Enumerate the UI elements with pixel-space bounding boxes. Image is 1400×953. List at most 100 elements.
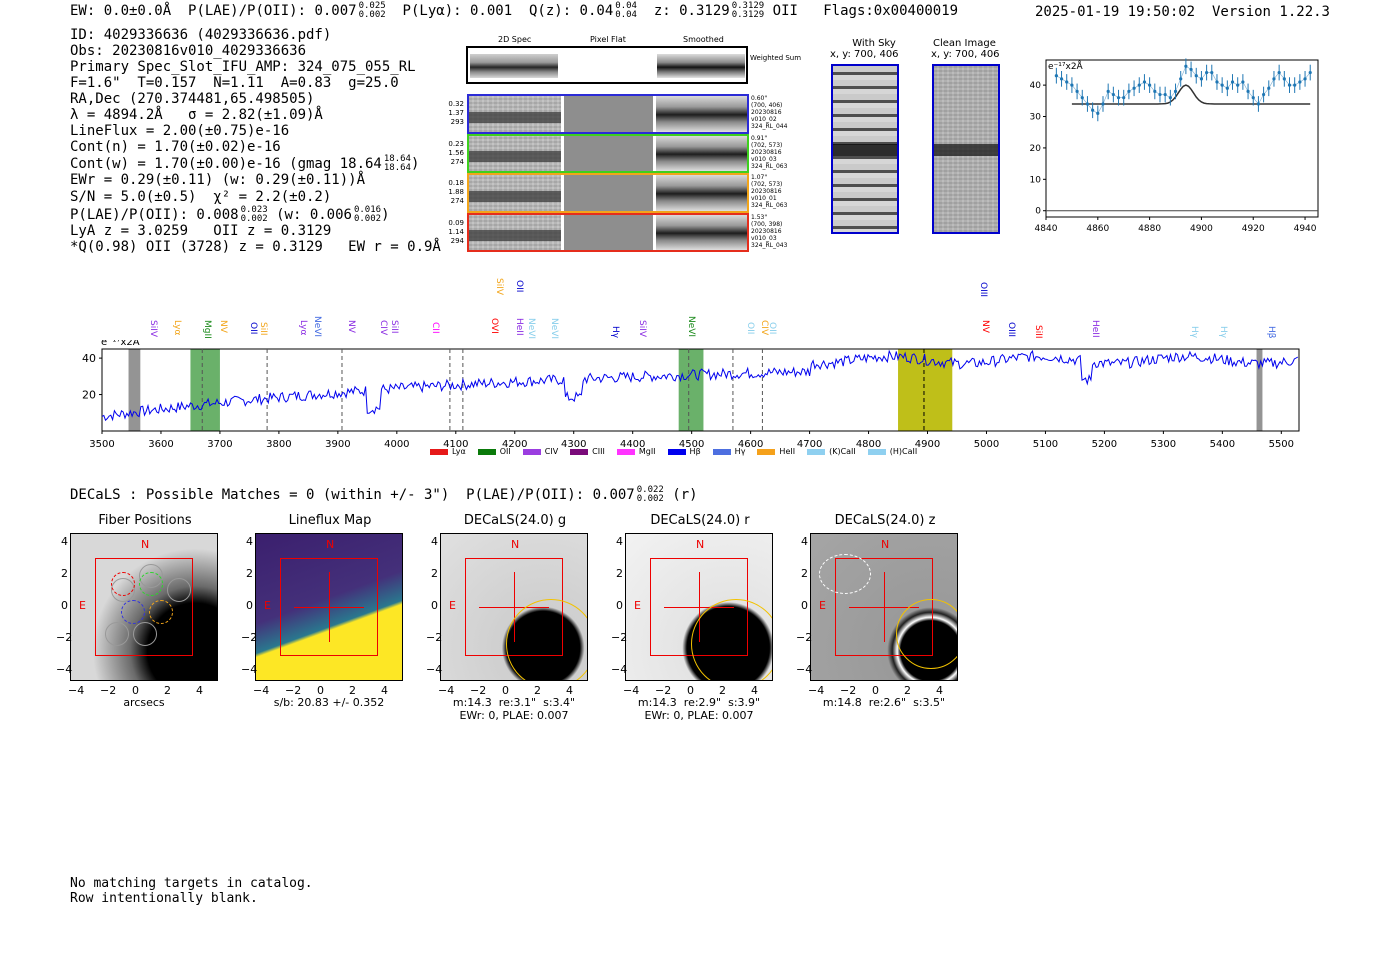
- spec2d-row-meta-line: 1.07": [751, 174, 768, 181]
- legend-item: (K)CaII: [807, 447, 856, 456]
- full-xtick-label: 5000: [974, 439, 999, 450]
- info-plae-w: (w: 0.006: [276, 207, 352, 223]
- spectral-line-label: CII: [430, 322, 440, 334]
- spec2d-row-flat: [564, 214, 653, 250]
- legend-item: Lyα: [430, 447, 466, 456]
- compass-north: N: [696, 538, 705, 551]
- header-plae-up: 0.025: [358, 1, 386, 11]
- crosshair: [329, 572, 330, 642]
- compass-north: N: [326, 538, 335, 551]
- cutout-footer: s/b: 20.83 +/- 0.352: [273, 696, 385, 709]
- cutout-ytick-label: −4: [56, 663, 73, 676]
- spectral-line-label: NeVI: [549, 318, 559, 340]
- spec2d-row-meta: 1.53" (700, 398) 20230816 v010_03 324_RL_043: [751, 214, 787, 249]
- legend-item: HeII: [757, 447, 795, 456]
- legend-swatch: [616, 448, 635, 455]
- full-xtick-label: 4000: [384, 439, 409, 450]
- weighted-sum-smoothed: [657, 54, 745, 78]
- legend-label: MgII: [638, 447, 656, 456]
- spectral-line-label: SiIV: [494, 278, 504, 296]
- spec2d-row-image: [469, 214, 561, 250]
- info-cont-n: Cont(n) = 1.70(±0.02)e-16: [70, 139, 281, 155]
- full-xtick-label: 3900: [325, 439, 350, 450]
- spectral-line-label: SiII: [258, 322, 268, 336]
- zoom-fit-line: [1071, 84, 1311, 105]
- info-plae: P(LAE)/P(OII): 0.008 0.023 0.002 (w: 0.006…: [70, 205, 390, 224]
- cutout-ytick-label: −4: [611, 663, 628, 676]
- spec2d-row-value: 1.56: [448, 148, 464, 157]
- decals-summary-band: (r): [672, 487, 698, 503]
- spec2d-row-meta-line: 324_RL_063: [751, 202, 788, 209]
- info-primary: Primary Spec_Slot_IFU_AMP: 324_075_055_R…: [70, 59, 416, 75]
- zoom-ytick-label: 40: [1030, 81, 1041, 91]
- decals-summary-up: 0.022: [636, 485, 664, 495]
- with-sky-image: [831, 64, 899, 234]
- cutout-ytick-label: 2: [246, 567, 253, 580]
- spec2d-row-meta-line: v010_03: [751, 234, 777, 242]
- zoom-ylabel: e⁻¹⁷x2Å: [1048, 60, 1084, 72]
- spectral-line-label: NV: [218, 320, 228, 333]
- legend-item: OII: [477, 447, 511, 456]
- cutout-xtick-label: 4: [381, 684, 388, 697]
- spectral-line-label: SiII: [1033, 325, 1043, 339]
- cutout-title: Lineflux Map: [288, 513, 372, 528]
- gray-region: [1256, 349, 1263, 431]
- spec2d-row-smoothed: [656, 96, 747, 132]
- spectral-line-label: OII: [767, 322, 777, 335]
- info-plae-lo: 0.002: [240, 214, 268, 224]
- spec2d-row-meta-line: 0.91": [751, 134, 768, 142]
- fiber-circle: [121, 600, 145, 624]
- zoom-xtick-label: 4860: [1086, 224, 1109, 234]
- cutout-title: DECaLS(24.0) r: [650, 513, 750, 528]
- cutout-xtick-label: 0: [132, 684, 139, 697]
- cutout-ytick-label: −2: [241, 631, 258, 644]
- spec2d-row-value: 0.23: [448, 139, 464, 148]
- legend-swatch: [477, 448, 496, 455]
- spec2d-row-frame: [467, 133, 749, 173]
- full-xtick-label: 3600: [148, 439, 173, 450]
- spec2d-row-smoothed: [656, 214, 747, 250]
- zoom-ytick-label: 20: [1030, 144, 1041, 154]
- spec2d-row-image: [469, 135, 561, 171]
- spectral-line-label: NeVI: [686, 316, 696, 338]
- info-plae-text: P(LAE)/P(OII): 0.008: [70, 207, 239, 223]
- spec2d-row-value: 294: [450, 236, 464, 245]
- zoom-xtick-label: 4840: [1035, 224, 1058, 234]
- legend-swatch: [757, 448, 776, 455]
- spec2d-row-meta-line: (702, 573): [751, 181, 783, 188]
- legend-label: (H)CaII: [889, 447, 918, 456]
- full-xtick-label: 5300: [1151, 439, 1176, 450]
- spectral-line-label: HeII: [1090, 320, 1100, 338]
- weighted-sum-frame: [466, 46, 748, 84]
- cutout-title: Fiber Positions: [98, 513, 192, 528]
- full-xtick-label: 4500: [679, 439, 704, 450]
- info-ewr: EWr = 0.29(±0.11) (w: 0.29(±0.11))Å: [70, 172, 366, 188]
- full-xtick-label: 4800: [856, 439, 881, 450]
- full-ytick-label: 20: [82, 389, 96, 402]
- header-z-lo: 0.3129: [731, 10, 765, 20]
- legend-item: (H)CaII: [867, 447, 918, 456]
- catalog-line-2: Row intentionally blank.: [70, 891, 258, 906]
- cutout-ytick-label: 0: [246, 599, 253, 612]
- info-cont-w: Cont(w) = 1.70(±0.00)e-16 (gmag 18.64 18.…: [70, 154, 420, 173]
- spectral-line-label: HeII: [514, 318, 524, 336]
- header-ew: EW: 0.0±0.0Å: [70, 3, 172, 19]
- compass-east: E: [634, 599, 641, 612]
- cutout-ytick-label: −4: [426, 663, 443, 676]
- full-ylabel: e⁻¹⁷x2Å: [101, 340, 140, 348]
- header-z-up: 0.3129: [731, 1, 765, 11]
- spec2d-row-meta: 0.60" (700, 406) 20230816 v010_02 324_RL_044: [751, 95, 787, 130]
- clean-image: [932, 64, 1000, 234]
- spec2d-row-meta-line: 20230816: [751, 109, 782, 116]
- cutout-footer: m:14.3 re:3.1" s:3.4" EWr: 0, PLAE: 0.00…: [452, 696, 576, 722]
- cutout-ytick-label: −2: [56, 631, 73, 644]
- legend-swatch: [667, 448, 686, 455]
- legend-swatch: [522, 448, 541, 455]
- spectral-line-label: NV: [980, 320, 990, 333]
- spectral-line-label: OVI: [489, 318, 499, 334]
- legend-swatch: [712, 448, 731, 455]
- header-q-lo: 0.04: [615, 10, 637, 20]
- full-xtick-label: 4900: [915, 439, 940, 450]
- header-version: Version 1.22.3: [1211, 4, 1330, 20]
